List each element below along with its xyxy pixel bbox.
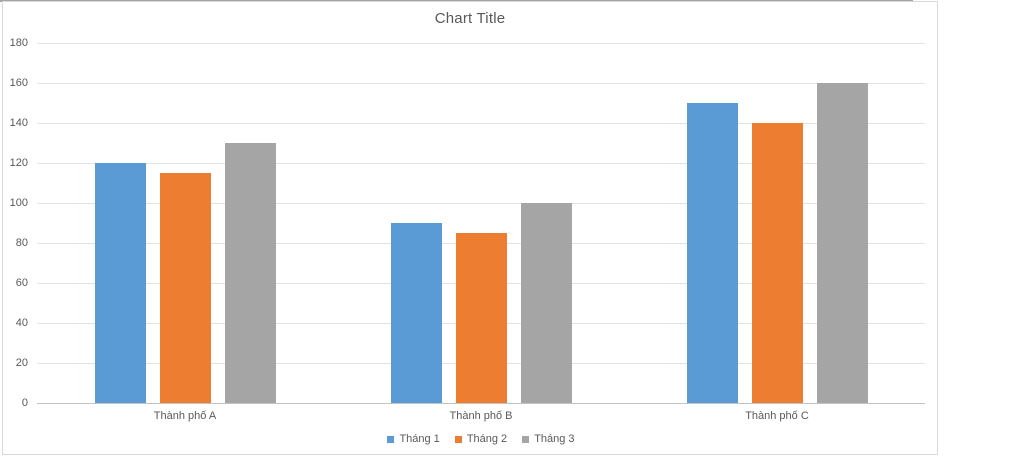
legend-item: Tháng 2: [454, 433, 508, 445]
bar-series3-cat2: [521, 203, 572, 403]
chart-title: Chart Title: [434, 10, 506, 27]
y-tick-label: 120: [9, 157, 28, 169]
bar-series2-cat3: [752, 123, 803, 403]
y-tick-label: 180: [9, 37, 28, 49]
x-category-label: Thành phố B: [449, 410, 513, 422]
y-gridline: [37, 43, 925, 44]
y-gridline: [37, 203, 925, 204]
bar-series3-cat3: [817, 83, 868, 403]
legend-label: Tháng 1: [399, 433, 440, 445]
chart-legend: Tháng 1 Tháng 2 Tháng 3: [37, 431, 925, 447]
y-tick-label: 140: [9, 117, 28, 129]
y-gridline: [37, 163, 925, 164]
y-tick-label: 100: [9, 197, 28, 209]
y-gridline: [37, 123, 925, 124]
legend-swatch-icon: [454, 435, 462, 443]
y-tick-label: 20: [15, 357, 28, 369]
legend-label: Tháng 2: [466, 433, 508, 445]
bar-series3-cat1: [225, 143, 276, 403]
bar-series1-cat3: [687, 103, 738, 403]
legend-item: Tháng 1: [387, 433, 440, 445]
y-gridline: [37, 83, 925, 84]
x-axis-line: [37, 403, 925, 404]
bar-series2-cat1: [160, 173, 211, 403]
y-tick-label: 160: [9, 77, 28, 89]
y-tick-label: 80: [15, 237, 28, 249]
legend-swatch-icon: [387, 435, 395, 443]
bar-series1-cat2: [391, 223, 442, 403]
legend-item: Tháng 3: [522, 433, 575, 445]
bar-series1-cat1: [95, 163, 146, 403]
x-category-label: Thành phố A: [153, 410, 217, 422]
y-tick-label: 60: [15, 277, 28, 289]
y-tick-label: 0: [21, 397, 28, 409]
y-tick-label: 40: [15, 317, 28, 329]
legend-swatch-icon: [522, 435, 530, 443]
legend-label: Tháng 3: [534, 433, 575, 445]
bar-series2-cat2: [456, 233, 507, 403]
x-category-label: Thành phố C: [745, 410, 809, 422]
